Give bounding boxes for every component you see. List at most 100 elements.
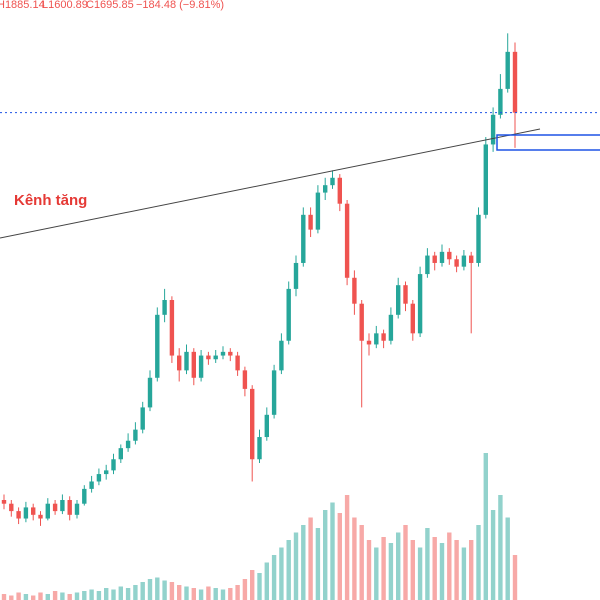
volume-bar <box>89 589 94 600</box>
candle-body <box>52 503 58 512</box>
volume-bar <box>461 547 467 600</box>
candle-body <box>498 88 503 115</box>
candle-body <box>177 355 182 371</box>
volume-bar <box>286 540 291 600</box>
candle-body <box>447 251 452 260</box>
volume-bar <box>264 562 269 600</box>
volume-bar <box>337 513 342 600</box>
volume-bar <box>250 570 255 600</box>
volume-bar <box>206 586 211 600</box>
candle-body <box>162 300 167 315</box>
volume-bar <box>133 585 138 600</box>
volume-bar <box>169 582 175 600</box>
candle-body <box>461 255 467 267</box>
candle-body <box>469 255 474 263</box>
volume-bar <box>410 540 415 600</box>
candle-body <box>169 300 175 356</box>
candle-body <box>74 503 80 515</box>
candle-body <box>250 388 255 460</box>
trend-line <box>0 128 541 239</box>
volume-bar <box>60 592 65 600</box>
candle-body <box>228 351 233 356</box>
candle-body <box>454 259 459 267</box>
candle-body <box>366 340 372 345</box>
volume-bar <box>52 591 58 600</box>
volume-bar <box>220 589 226 600</box>
candle-body <box>133 429 138 441</box>
candle-body <box>279 340 284 371</box>
candle-body <box>206 355 211 360</box>
volume-bar <box>293 532 299 600</box>
candle-body <box>31 507 36 515</box>
header-low: L1600.89 <box>42 0 88 11</box>
candle-body <box>96 474 102 482</box>
volume-bar <box>45 594 50 600</box>
volume-bar <box>23 594 29 600</box>
volume-bar <box>242 579 248 600</box>
candle-body <box>191 351 196 378</box>
volume-bar <box>359 525 364 600</box>
candle-body <box>104 470 109 475</box>
volume-bar <box>177 585 182 600</box>
volume-layer <box>1 453 518 600</box>
volume-bar <box>96 591 102 600</box>
candle-body <box>242 370 248 389</box>
volume-bar <box>38 592 43 600</box>
volume-bar <box>271 555 277 600</box>
candle-body <box>147 377 153 408</box>
candle-body <box>505 51 510 89</box>
volume-bar <box>162 580 167 600</box>
volume-bar <box>403 525 408 600</box>
volume-bar <box>374 547 379 600</box>
candle-body <box>198 355 204 378</box>
candle-body <box>257 437 262 460</box>
candle-body <box>67 500 72 515</box>
volume-bar <box>469 540 474 600</box>
candle-body <box>155 314 160 378</box>
volume-bar <box>432 537 437 600</box>
volume-bar <box>125 588 131 600</box>
candle-body <box>425 255 430 275</box>
candle-body <box>352 277 357 304</box>
volume-bar <box>74 592 80 600</box>
candle-body <box>82 488 87 504</box>
candle-body <box>45 503 50 519</box>
candle-body <box>16 511 21 519</box>
candle-body <box>381 333 386 341</box>
volume-bar <box>308 517 313 600</box>
candle-body <box>439 251 445 263</box>
volume-bar <box>447 532 452 600</box>
header-change: −184.48 (−9.81%) <box>136 0 224 11</box>
header-close: C1695.85 <box>86 0 134 11</box>
volume-bar <box>140 582 145 600</box>
volume-bar <box>425 528 430 600</box>
volume-bar <box>147 579 153 600</box>
candle-body <box>476 214 481 263</box>
volume-bar <box>104 588 109 600</box>
volume-bar <box>31 595 36 600</box>
candle-body <box>403 285 408 304</box>
volume-bar <box>352 517 357 600</box>
candle-layer <box>1 33 518 526</box>
volume-bar <box>315 528 321 600</box>
candle-body <box>337 177 342 204</box>
candle-body <box>213 355 218 360</box>
candle-body <box>125 440 131 449</box>
range-box <box>496 134 600 151</box>
volume-bar <box>184 586 189 600</box>
candle-body <box>490 114 496 145</box>
candle-body <box>432 255 437 263</box>
volume-bar <box>9 595 14 600</box>
volume-bar <box>330 502 335 600</box>
volume-bar <box>344 495 350 600</box>
candle-body <box>301 214 306 263</box>
candle-body <box>60 500 65 512</box>
volume-bar <box>366 540 372 600</box>
volume-bar <box>279 547 284 600</box>
candle-body <box>417 274 423 334</box>
candle-body <box>264 414 269 438</box>
volume-bar <box>388 543 394 600</box>
candle-body <box>286 288 291 341</box>
volume-bar <box>512 555 518 600</box>
